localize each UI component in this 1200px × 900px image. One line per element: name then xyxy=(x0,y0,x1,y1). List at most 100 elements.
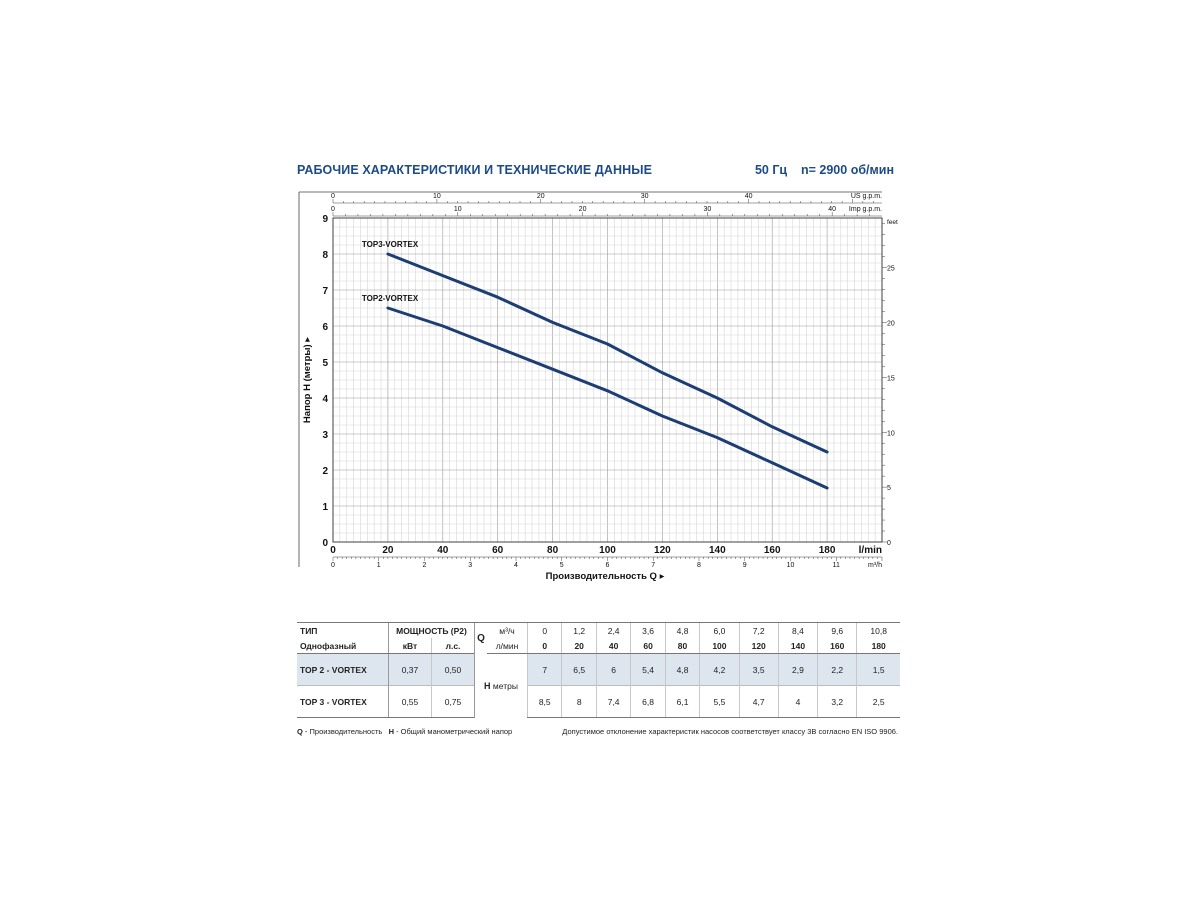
series-label: TOP2-VORTEX xyxy=(362,294,419,303)
head-value-cell: 8,5 xyxy=(526,685,562,718)
hp-value: 0,75 xyxy=(431,685,475,718)
us-gpm-axis-label: US g.p.m. xyxy=(851,193,882,200)
feet-tick-label: 15 xyxy=(887,375,895,382)
type-header: ТИП xyxy=(297,622,389,638)
frequency-label: 50 Гц xyxy=(754,163,788,177)
m3h-tick-label: 0 xyxy=(331,562,335,569)
h-unit-cell: H метры xyxy=(474,653,528,718)
m3h-tick-label: 5 xyxy=(560,562,564,569)
q-lmin-cell: 160 xyxy=(817,638,857,654)
m3h-tick-label: 4 xyxy=(514,562,518,569)
q-lmin-cell: 20 xyxy=(561,638,597,654)
x-tick-label: 40 xyxy=(437,545,449,556)
table-header-row-2: Однофазный кВт л.с. л/мин 0 20 40 60 80 … xyxy=(297,638,900,654)
m3h-tick-label: 9 xyxy=(743,562,747,569)
head-value-cell: 6,1 xyxy=(664,685,700,718)
imp-gpm-tick-label: 0 xyxy=(331,206,335,213)
q-m3h-cell: 4,8 xyxy=(664,622,700,638)
feet-axis-label: feet xyxy=(887,219,898,226)
h-abbr: H xyxy=(388,727,394,736)
q-lmin-cell: 40 xyxy=(595,638,631,654)
y-tick-label: 5 xyxy=(322,358,328,369)
x-axis-title: Производительность Q ▸ xyxy=(546,571,665,582)
q-m3h-cell: 0 xyxy=(526,622,562,638)
y-tick-label: 2 xyxy=(322,466,328,477)
q-lmin-cell: 140 xyxy=(777,638,818,654)
m3h-tick-label: 8 xyxy=(697,562,701,569)
x-tick-label: 60 xyxy=(492,545,504,556)
head-value-cell: 6,5 xyxy=(561,653,597,686)
q-m3h-cell: 8,4 xyxy=(777,622,818,638)
y-tick-label: 6 xyxy=(322,322,328,333)
kw-header: кВт xyxy=(388,638,432,654)
q-abbr: Q xyxy=(297,727,303,736)
head-value-cell: 1,5 xyxy=(856,653,900,686)
table-row: TOP 2 - VORTEX 0,37 0,50 H метры 7 6,5 6… xyxy=(297,653,900,718)
m3h-tick-label: 6 xyxy=(606,562,610,569)
feet-tick-label: 20 xyxy=(887,321,895,328)
us-gpm-tick-label: 20 xyxy=(537,193,545,200)
head-value-cell: 3,5 xyxy=(738,653,779,686)
x-tick-label: 140 xyxy=(709,545,726,556)
q-m3h-cell: 1,2 xyxy=(561,622,597,638)
pump-curve-chart: 0 10 20 30 40 US g.p.m.0 10 20 30 40 Imp g.p.m.012… xyxy=(298,191,898,582)
x-tick-label: 160 xyxy=(764,545,781,556)
model-name: TOP 3 - VORTEX xyxy=(297,685,389,718)
table-row: TOP 3 - VORTEX 0,55 0,75 8,5 8 7,4 6,8 6… xyxy=(297,685,900,718)
q-m3h-cell: 3,6 xyxy=(630,622,666,638)
head-value-cell: 6,8 xyxy=(630,685,666,718)
power-header: МОЩНОСТЬ (P2) xyxy=(388,622,475,638)
feet-tick-label: 10 xyxy=(887,430,895,437)
us-gpm-tick-label: 10 xyxy=(433,193,441,200)
plot-frame xyxy=(332,217,883,543)
head-value-cell: 4,2 xyxy=(699,653,740,686)
table-header-row-1: ТИП МОЩНОСТЬ (P2) Q м³/ч 0 1,2 2,4 3,6 4… xyxy=(297,622,900,654)
q-lmin-cell: 100 xyxy=(699,638,740,654)
head-value-cell: 7 xyxy=(526,653,562,686)
tolerance-note: Допустимое отклонение характеристик насо… xyxy=(562,727,898,736)
y-tick-label: 4 xyxy=(322,394,328,405)
m3h-tick-label: 2 xyxy=(423,562,427,569)
x-axis-unit: l/min xyxy=(859,545,882,556)
feet-tick-label: 25 xyxy=(887,266,895,273)
q-m3h-cell: 7,2 xyxy=(738,622,779,638)
series-label: TOP3-VORTEX xyxy=(362,240,419,249)
head-value-cell: 2,2 xyxy=(817,653,857,686)
x-tick-label: 100 xyxy=(599,545,616,556)
h-desc: - Общий манометрический напор xyxy=(394,727,513,736)
speed-label: n= 2900 об/мин xyxy=(801,163,894,177)
q-m3h-cell: 9,6 xyxy=(817,622,857,638)
y-tick-label: 3 xyxy=(322,430,328,441)
y-tick-label: 8 xyxy=(322,250,328,261)
head-value-cell: 7,4 xyxy=(595,685,631,718)
kw-value: 0,55 xyxy=(388,685,432,718)
q-lmin-cell: 180 xyxy=(856,638,900,654)
y-tick-label: 7 xyxy=(322,286,328,297)
m3h-unit: м³/ч xyxy=(487,622,528,638)
q-lmin-cell: 0 xyxy=(526,638,562,654)
us-gpm-tick-label: 40 xyxy=(745,193,753,200)
head-value-cell: 4,8 xyxy=(664,653,700,686)
phase-header: Однофазный xyxy=(297,638,389,654)
head-value-cell: 5,4 xyxy=(630,653,666,686)
q-symbol: Q xyxy=(474,622,487,654)
q-desc: - Производительность xyxy=(302,727,383,736)
feet-tick-label: 5 xyxy=(887,485,891,492)
spec-table: ТИП МОЩНОСТЬ (P2) Q м³/ч 0 1,2 2,4 3,6 4… xyxy=(297,622,900,718)
imp-gpm-tick-label: 30 xyxy=(703,206,711,213)
y-tick-label: 9 xyxy=(322,214,328,225)
us-gpm-tick-label: 30 xyxy=(641,193,649,200)
x-tick-label: 80 xyxy=(547,545,559,556)
lmin-unit: л/мин xyxy=(487,638,528,654)
m3h-tick-label: 10 xyxy=(787,562,795,569)
imp-gpm-axis-label: Imp g.p.m. xyxy=(849,206,882,213)
hp-header: л.с. xyxy=(431,638,475,654)
h-symbol: H xyxy=(484,680,491,691)
head-value-cell: 8 xyxy=(561,685,597,718)
head-value-cell: 5,5 xyxy=(699,685,740,718)
m3h-tick-label: 11 xyxy=(833,562,840,569)
q-lmin-cell: 120 xyxy=(738,638,779,654)
head-value-cell: 2,9 xyxy=(777,653,818,686)
q-m3h-cell: 10,8 xyxy=(856,622,900,638)
m3h-tick-label: 1 xyxy=(377,562,381,569)
